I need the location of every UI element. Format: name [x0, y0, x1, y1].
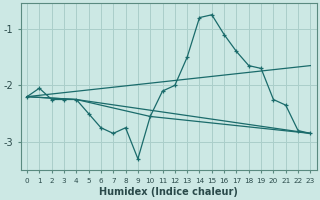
X-axis label: Humidex (Indice chaleur): Humidex (Indice chaleur)	[99, 187, 238, 197]
